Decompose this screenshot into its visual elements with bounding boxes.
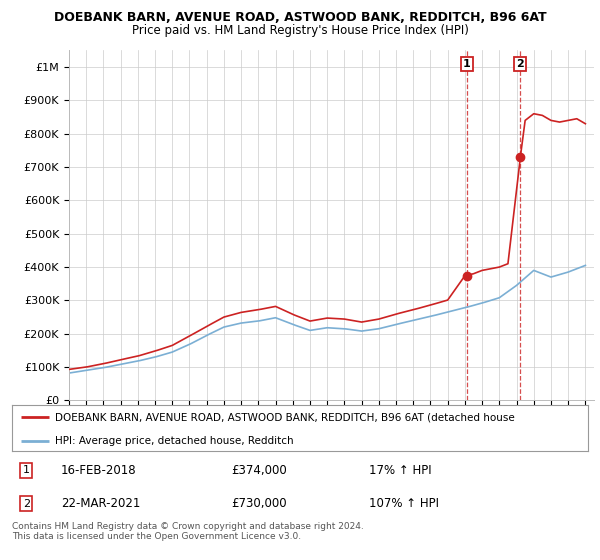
Text: £374,000: £374,000 xyxy=(231,464,287,477)
Text: 2: 2 xyxy=(23,499,30,509)
Text: 17% ↑ HPI: 17% ↑ HPI xyxy=(369,464,432,477)
Text: 22-MAR-2021: 22-MAR-2021 xyxy=(61,497,140,510)
Text: HPI: Average price, detached house, Redditch: HPI: Average price, detached house, Redd… xyxy=(55,436,294,446)
Text: DOEBANK BARN, AVENUE ROAD, ASTWOOD BANK, REDDITCH, B96 6AT (detached house: DOEBANK BARN, AVENUE ROAD, ASTWOOD BANK,… xyxy=(55,412,515,422)
Text: DOEBANK BARN, AVENUE ROAD, ASTWOOD BANK, REDDITCH, B96 6AT: DOEBANK BARN, AVENUE ROAD, ASTWOOD BANK,… xyxy=(53,11,547,24)
Text: 1: 1 xyxy=(23,465,30,475)
Text: 2: 2 xyxy=(517,59,524,69)
Text: £730,000: £730,000 xyxy=(231,497,287,510)
Text: 16-FEB-2018: 16-FEB-2018 xyxy=(61,464,137,477)
Text: 107% ↑ HPI: 107% ↑ HPI xyxy=(369,497,439,510)
Text: Contains HM Land Registry data © Crown copyright and database right 2024.
This d: Contains HM Land Registry data © Crown c… xyxy=(12,522,364,542)
Text: 1: 1 xyxy=(463,59,471,69)
Text: Price paid vs. HM Land Registry's House Price Index (HPI): Price paid vs. HM Land Registry's House … xyxy=(131,24,469,36)
